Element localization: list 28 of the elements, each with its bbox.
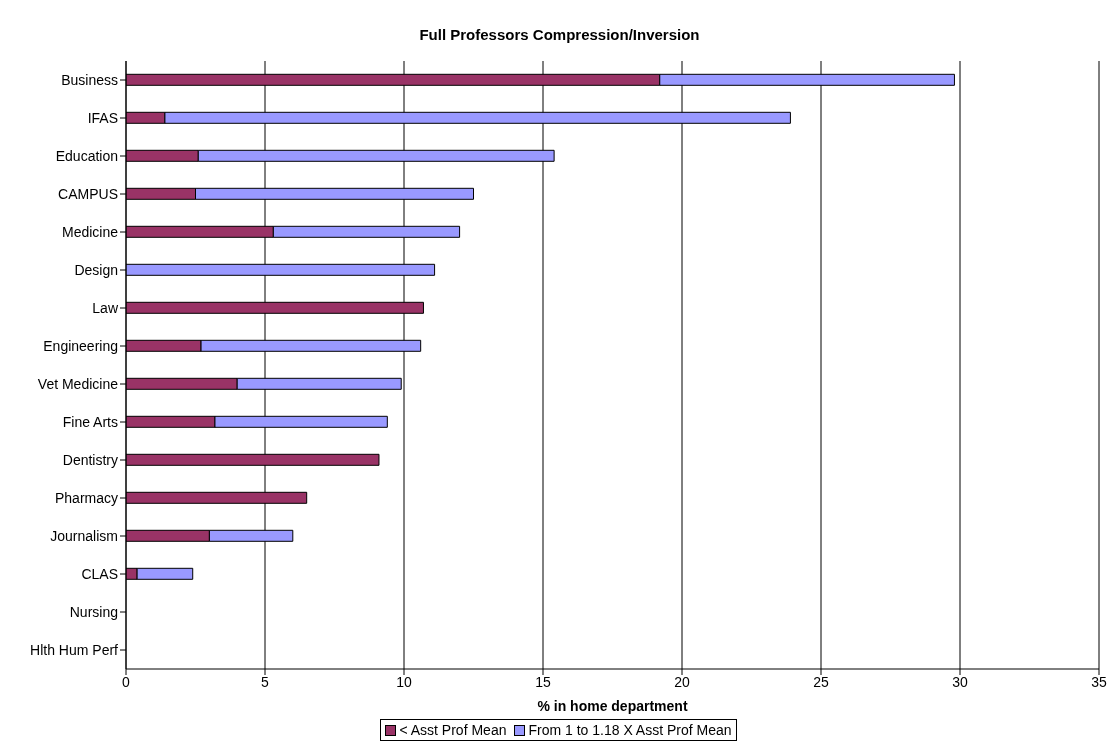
y-tick-label: CLAS xyxy=(81,565,118,582)
y-tick-label: Nursing xyxy=(69,603,118,620)
y-tick-label: Law xyxy=(92,299,119,316)
x-axis-title: % in home department xyxy=(537,698,688,714)
x-tick-label: 0 xyxy=(122,673,131,690)
y-tick-label: Medicine xyxy=(61,223,119,240)
y-tick-label: Hlth Hum Perf xyxy=(30,641,119,658)
y-tick-label: IFAS xyxy=(87,109,118,126)
x-tick-label: 35 xyxy=(1091,673,1107,690)
legend-label: < Asst Prof Mean xyxy=(399,722,507,738)
legend-label: From 1 to 1.18 X Asst Prof Mean xyxy=(528,722,732,738)
y-tick-label: Education xyxy=(55,147,118,164)
y-tick-label: Design xyxy=(74,261,118,278)
x-tick-label: 10 xyxy=(396,673,412,690)
x-tick-label: 5 xyxy=(261,673,270,690)
y-tick-label: Pharmacy xyxy=(54,489,118,506)
y-tick-label: Engineering xyxy=(43,337,118,354)
x-tick-label: 25 xyxy=(813,673,829,690)
x-tick-label: 30 xyxy=(952,673,968,690)
y-tick-label: CAMPUS xyxy=(58,185,118,202)
y-tick-label: Journalism xyxy=(50,527,118,544)
y-tick-label: Business xyxy=(61,71,118,88)
y-tick-label: Fine Arts xyxy=(62,413,118,430)
chart-title: Full Professors Compression/Inversion xyxy=(418,26,701,43)
x-tick-label: 15 xyxy=(535,673,551,690)
x-tick-label: 20 xyxy=(674,673,690,690)
y-tick-label: Vet Medicine xyxy=(37,375,119,392)
y-tick-label: Dentistry xyxy=(62,451,118,468)
